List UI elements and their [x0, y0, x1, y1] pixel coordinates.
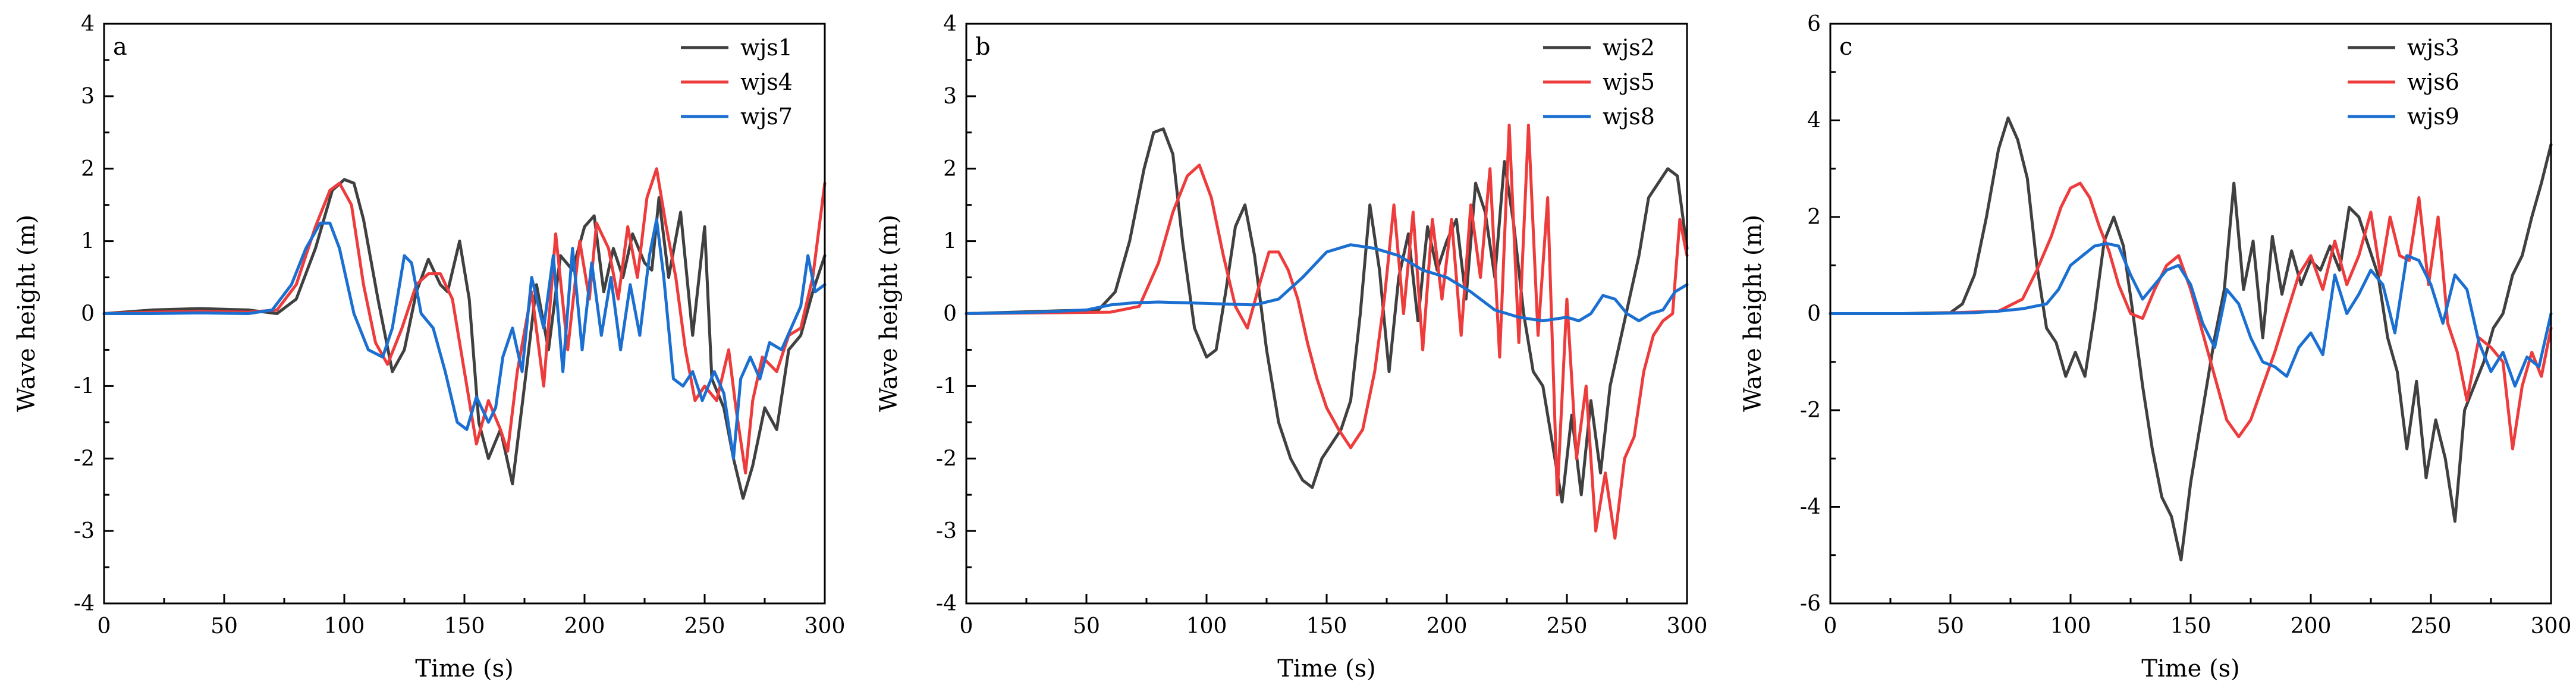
panel-b-y-tick-label: -3	[936, 519, 957, 543]
panel-a-y-tick-label: -4	[74, 592, 95, 616]
panel-c-series-wjs6-line	[1829, 181, 2553, 451]
panel-b-y-tick-label: 1	[943, 229, 957, 254]
panel-b-x-axis-title: Time (s)	[1277, 655, 1376, 682]
panel-b-legend-label-wjs5: wjs5	[1603, 69, 1655, 95]
panel-b-x-tick-label: 300	[1667, 614, 1708, 638]
panel-b-series-wjs5-line	[965, 124, 1689, 540]
panel-b-y-tick-label: -4	[936, 592, 957, 616]
panel-a-legend-label-wjs7: wjs7	[740, 103, 793, 130]
panel-b-y-axis-title: Wave height (m)	[875, 215, 903, 412]
panel-c-y-tick-label: -4	[1800, 495, 1821, 520]
panel-b-x-tick-label: 200	[1427, 614, 1468, 638]
panel-b-chart: 0 50 100 150 200 250 300 -4 -3 -2 -1 0 1 2 3 4 b Time (…	[875, 12, 1707, 682]
panel-b-series-wjs8-line	[965, 243, 1689, 323]
panel-a-x-axis-title: Time (s)	[415, 655, 514, 682]
panel-a-plot-frame	[103, 23, 826, 605]
panel-b-x-tick-label: 150	[1306, 614, 1347, 638]
panel-a-legend: wjs1 wjs4 wjs7	[681, 34, 793, 130]
panel-c-x-tick-label: 150	[2170, 614, 2211, 638]
panel-a-series-wjs7-line	[102, 218, 827, 460]
panel-c-y-tick-label: 6	[1807, 12, 1821, 36]
panel-c-series	[1829, 116, 2553, 562]
panel-b-y-tick-label: 2	[943, 157, 957, 181]
panel-a-x-tick-label: 50	[211, 614, 238, 638]
panel-c-y-tick-label: 2	[1807, 205, 1821, 229]
panel-c-series-wjs3-line	[1829, 116, 2553, 562]
panel-a-legend-label-wjs1: wjs1	[740, 34, 793, 61]
panel-b-y-tick-label: 4	[943, 12, 957, 36]
panel-a-x-tick-label: 200	[564, 614, 605, 638]
panel-b-y-tick-label: 3	[943, 84, 957, 109]
panel-c-x-tick-label: 300	[2531, 614, 2572, 638]
panel-c-y-tick-label: -6	[1800, 592, 1821, 616]
panel-a-series-wjs1-line	[102, 178, 827, 500]
panel-b-ticks: 0 50 100 150 200 250 300 -4 -3 -2 -1 0 1 2 3 4	[936, 12, 1707, 638]
panel-a-y-tick-label: 0	[81, 302, 95, 326]
panel-a-chart: 0 50 100 150 200 250 300 -4 -3 -2 -1 0 1 2 3 4 a Time (…	[13, 12, 845, 682]
panel-a-x-tick-label: 250	[684, 614, 725, 638]
panel-c-series-wjs9-line	[1829, 242, 2553, 388]
panel-c-y-tick-label: 4	[1807, 109, 1821, 133]
panel-a-y-tick-label: 3	[81, 84, 95, 109]
panel-c-x-tick-label: 200	[2291, 614, 2332, 638]
panel-c-x-tick-label: 0	[1824, 614, 1837, 638]
panel-a-y-tick-label: -1	[74, 374, 95, 398]
panel-a-y-tick-label: -2	[74, 446, 95, 471]
panel-a-x-tick-label: 0	[98, 614, 111, 638]
panel-b-legend-label-wjs2: wjs2	[1603, 34, 1655, 61]
panel-c-x-tick-label: 50	[1937, 614, 1964, 638]
panel-c-y-tick-label: 0	[1807, 302, 1821, 326]
panel-a-y-tick-label: -3	[74, 519, 95, 543]
panel-c-legend-label-wjs3: wjs3	[2407, 34, 2459, 61]
panel-c-ticks: 0 50 100 150 200 250 300 -6 -4 -2 0 2 4 6	[1800, 12, 2571, 638]
panel-a-letter: a	[113, 33, 127, 61]
panel-a-x-tick-label: 100	[324, 614, 365, 638]
panel-b-y-tick-label: -1	[936, 374, 957, 398]
panel-a-series-wjs4-line	[102, 167, 827, 475]
panel-b-legend-label-wjs8: wjs8	[1603, 103, 1655, 130]
panel-b-series	[965, 124, 1689, 540]
panel-c-legend: wjs3 wjs6 wjs9	[2348, 34, 2459, 130]
panel-a-legend-label-wjs4: wjs4	[740, 69, 793, 95]
panel-a-y-tick-label: 1	[81, 229, 95, 254]
panel-b-x-tick-label: 0	[960, 614, 973, 638]
panel-b-x-tick-label: 100	[1186, 614, 1227, 638]
panel-a-x-tick-label: 150	[444, 614, 485, 638]
panel-c-plot-frame	[1829, 23, 2552, 605]
panel-a-x-tick-label: 300	[805, 614, 846, 638]
panel-a-y-tick-label: 2	[81, 157, 95, 181]
panel-c-legend-label-wjs6: wjs6	[2407, 69, 2459, 95]
panel-b-x-tick-label: 250	[1547, 614, 1588, 638]
panel-b-y-tick-label: -2	[936, 446, 957, 471]
panel-c-y-axis-title: Wave height (m)	[1739, 215, 1767, 412]
panel-b-y-tick-label: 0	[943, 302, 957, 326]
panel-c-x-axis-title: Time (s)	[2141, 655, 2240, 682]
panel-a-series	[102, 167, 827, 500]
panel-a-y-tick-label: 4	[81, 12, 95, 36]
panel-b-plot-frame	[965, 23, 1688, 605]
panel-c-y-tick-label: -2	[1800, 398, 1821, 423]
panel-c-letter: c	[1839, 33, 1852, 61]
panel-a-ticks: 0 50 100 150 200 250 300 -4 -3 -2 -1 0 1 2 3 4	[74, 12, 845, 638]
panel-c-x-tick-label: 100	[2050, 614, 2091, 638]
panel-b-x-tick-label: 50	[1073, 614, 1100, 638]
panel-b-legend: wjs2 wjs5 wjs8	[1543, 34, 1655, 130]
panel-a-y-axis-title: Wave height (m)	[13, 215, 40, 412]
panel-c-legend-label-wjs9: wjs9	[2407, 103, 2459, 130]
panel-c-x-tick-label: 250	[2411, 614, 2452, 638]
panel-b-letter: b	[975, 33, 991, 61]
